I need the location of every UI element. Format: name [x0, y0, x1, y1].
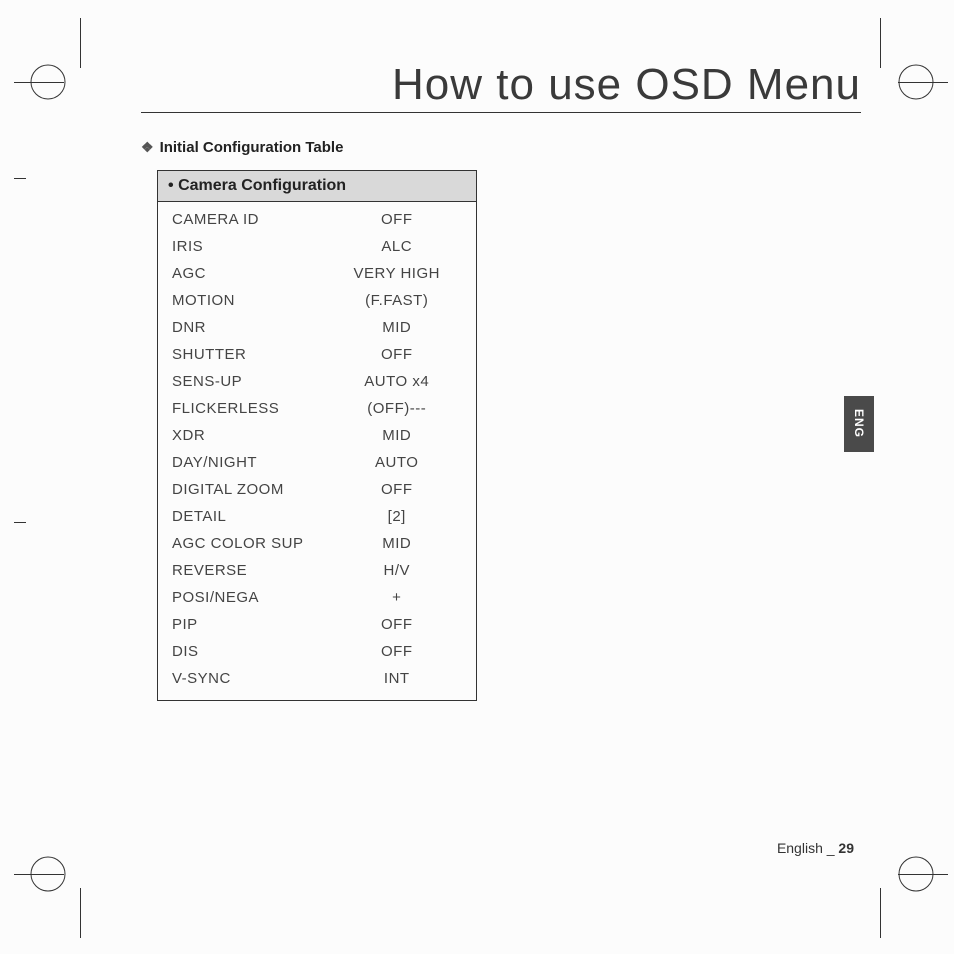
footer-text: English _: [777, 840, 838, 856]
table-row: SHUTTEROFF: [158, 341, 476, 368]
table-row: IRISALC: [158, 233, 476, 260]
row-label: DETAIL: [172, 508, 332, 525]
language-tab: ENG: [844, 396, 874, 452]
row-value: AUTO: [332, 454, 463, 471]
table-row: AGCVERY HIGH: [158, 260, 476, 287]
row-label: SHUTTER: [172, 346, 332, 363]
table-row: DIGITAL ZOOMOFF: [158, 476, 476, 503]
row-value: OFF: [332, 211, 463, 228]
header-bullet: •: [168, 177, 174, 194]
row-value: MID: [332, 427, 463, 444]
bullet-icon: ❖: [141, 139, 154, 156]
header-text: Camera Configuration: [178, 177, 346, 194]
page-number: 29: [838, 840, 854, 856]
table-row: DISOFF: [158, 638, 476, 665]
row-value: ALC: [332, 238, 463, 255]
row-label: AGC: [172, 265, 332, 282]
table-row: MOTION(F.FAST): [158, 287, 476, 314]
row-label: DIS: [172, 643, 332, 660]
row-value: OFF: [332, 616, 463, 633]
table-row: AGC COLOR SUPMID: [158, 530, 476, 557]
table-row: PIPOFF: [158, 611, 476, 638]
row-value: [2]: [332, 508, 463, 525]
table-row: CAMERA IDOFF: [158, 206, 476, 233]
row-value: H/V: [332, 562, 463, 579]
row-value: +: [332, 589, 463, 606]
crop-mark: [880, 18, 881, 68]
crop-mark: [14, 178, 26, 179]
config-table-body: CAMERA IDOFFIRISALCAGCVERY HIGHMOTION(F.…: [158, 202, 476, 700]
page-content: How to use OSD Menu ❖ Initial Configurat…: [141, 60, 861, 701]
row-label: MOTION: [172, 292, 332, 309]
row-label: CAMERA ID: [172, 211, 332, 228]
crop-mark: [880, 888, 881, 938]
language-tab-label: ENG: [852, 409, 866, 438]
row-value: (OFF)---: [332, 400, 463, 417]
table-row: POSI/NEGA+: [158, 584, 476, 611]
config-table: • Camera Configuration CAMERA IDOFFIRISA…: [157, 170, 477, 701]
table-row: V-SYNCINT: [158, 665, 476, 692]
crop-mark: [80, 888, 81, 938]
row-label: PIP: [172, 616, 332, 633]
table-row: XDRMID: [158, 422, 476, 449]
row-value: AUTO x4: [332, 373, 463, 390]
config-table-header: • Camera Configuration: [158, 171, 476, 202]
crop-mark: [80, 18, 81, 68]
row-label: FLICKERLESS: [172, 400, 332, 417]
crop-circle-icon: [30, 856, 66, 892]
row-value: MID: [332, 319, 463, 336]
row-value: MID: [332, 535, 463, 552]
row-value: OFF: [332, 643, 463, 660]
table-row: DAY/NIGHTAUTO: [158, 449, 476, 476]
crop-circle-icon: [898, 856, 934, 892]
row-label: V-SYNC: [172, 670, 332, 687]
row-label: XDR: [172, 427, 332, 444]
row-label: AGC COLOR SUP: [172, 535, 332, 552]
row-label: REVERSE: [172, 562, 332, 579]
crop-circle-icon: [30, 64, 66, 100]
crop-circle-icon: [898, 64, 934, 100]
table-row: DETAIL[2]: [158, 503, 476, 530]
crop-mark: [14, 522, 26, 523]
row-value: (F.FAST): [332, 292, 463, 309]
table-row: DNRMID: [158, 314, 476, 341]
row-value: INT: [332, 670, 463, 687]
row-label: DNR: [172, 319, 332, 336]
table-row: SENS-UPAUTO x4: [158, 368, 476, 395]
row-value: OFF: [332, 346, 463, 363]
page-title: How to use OSD Menu: [141, 60, 861, 113]
section-heading-row: ❖ Initial Configuration Table: [141, 139, 861, 156]
row-value: OFF: [332, 481, 463, 498]
table-row: FLICKERLESS(OFF)---: [158, 395, 476, 422]
row-label: DIGITAL ZOOM: [172, 481, 332, 498]
page-footer: English _ 29: [777, 840, 854, 856]
row-label: POSI/NEGA: [172, 589, 332, 606]
row-label: SENS-UP: [172, 373, 332, 390]
row-value: VERY HIGH: [332, 265, 463, 282]
table-row: REVERSEH/V: [158, 557, 476, 584]
row-label: IRIS: [172, 238, 332, 255]
section-heading: Initial Configuration Table: [160, 139, 344, 156]
row-label: DAY/NIGHT: [172, 454, 332, 471]
